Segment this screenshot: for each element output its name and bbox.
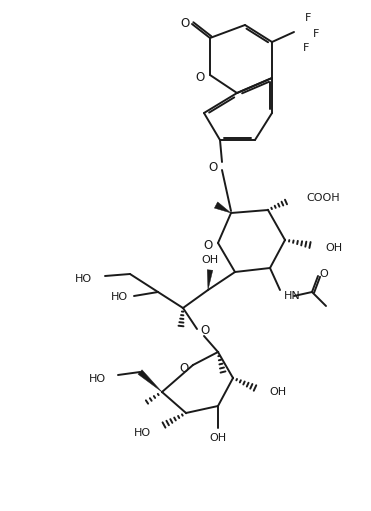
Text: HN: HN	[284, 291, 301, 301]
Text: O: O	[180, 16, 190, 30]
Text: O: O	[203, 239, 213, 251]
Text: HO: HO	[89, 374, 106, 384]
Text: OH: OH	[210, 433, 227, 443]
Text: O: O	[179, 361, 188, 375]
Text: O: O	[196, 71, 205, 83]
Text: HO: HO	[75, 274, 92, 284]
Polygon shape	[214, 202, 231, 213]
Text: O: O	[209, 160, 218, 174]
Text: F: F	[313, 29, 319, 39]
Text: OH: OH	[201, 255, 219, 265]
Text: COOH: COOH	[306, 193, 339, 203]
Text: OH: OH	[269, 387, 286, 397]
Polygon shape	[138, 370, 162, 392]
Text: F: F	[303, 43, 309, 53]
Text: OH: OH	[325, 243, 342, 253]
Text: O: O	[320, 269, 328, 279]
Text: HO: HO	[111, 292, 128, 302]
Text: F: F	[305, 13, 311, 23]
Text: O: O	[200, 323, 210, 337]
Text: HO: HO	[134, 428, 151, 438]
Polygon shape	[207, 270, 213, 290]
